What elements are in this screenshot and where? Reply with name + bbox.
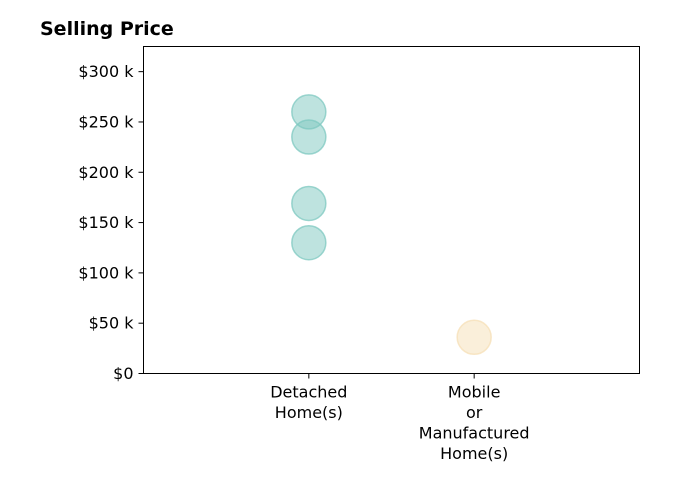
y-tick-label: $100 k bbox=[78, 263, 134, 282]
data-point bbox=[291, 224, 327, 261]
x-tick-label-line: or bbox=[466, 403, 483, 422]
x-tick-label-line: Manufactured bbox=[419, 424, 530, 443]
y-tick-label: $150 k bbox=[78, 213, 134, 232]
plot-area-frame bbox=[143, 46, 640, 374]
y-tick-label: $200 k bbox=[78, 163, 134, 182]
y-tick-label: $300 k bbox=[78, 62, 134, 81]
data-points bbox=[291, 94, 492, 356]
data-point bbox=[456, 319, 492, 356]
y-tick-label: $250 k bbox=[78, 112, 134, 131]
y-axis: $0 $50 k $100 k $150 k $200 k $250 k $300 k bbox=[78, 62, 144, 383]
x-tick-label-line: Detached bbox=[270, 383, 347, 402]
y-tick-label: $0 bbox=[113, 364, 133, 383]
y-tick-label: $50 k bbox=[89, 314, 135, 333]
x-tick-label: Mobile or Manufactured Home(s) bbox=[419, 383, 530, 464]
x-tick-label: Detached Home(s) bbox=[270, 383, 347, 423]
x-tick-label-line: Home(s) bbox=[275, 403, 343, 422]
x-tick-label-line: Mobile bbox=[448, 383, 500, 402]
chart-title: Selling Price bbox=[40, 18, 174, 40]
x-axis: Detached Home(s)Mobile or Manufactured Home(… bbox=[270, 373, 530, 464]
data-point bbox=[291, 119, 327, 155]
x-tick-label-line: Home(s) bbox=[440, 444, 508, 463]
data-point bbox=[291, 185, 327, 222]
